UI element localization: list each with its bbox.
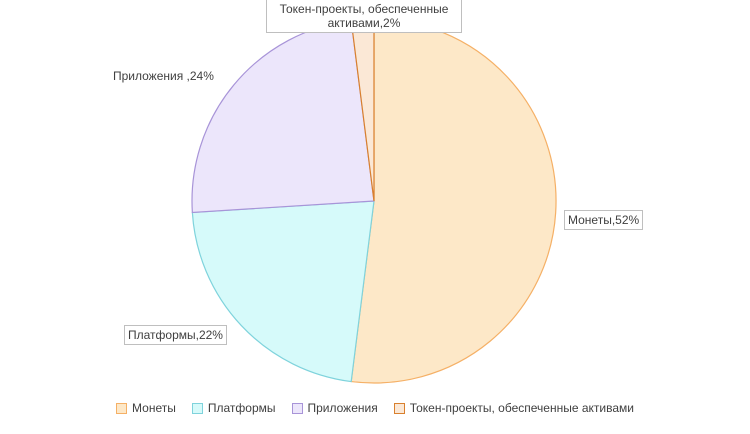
legend-label-coins: Монеты — [132, 401, 176, 415]
legend-item-platforms: Платформы — [191, 401, 276, 415]
legend-item-token-projects: Токен-проекты, обеспеченные активами — [393, 401, 634, 415]
pie-slice-platforms — [191, 200, 375, 383]
legend-label-applications: Приложения — [307, 401, 378, 415]
legend-item-applications: Приложения — [291, 401, 378, 415]
legend-label-token-projects: Токен-проекты, обеспеченные активами — [409, 401, 634, 415]
data-label-coins: Монеты,52% — [564, 210, 644, 230]
data-label-platforms: Платформы,22% — [124, 325, 227, 345]
legend-swatch-applications — [291, 402, 303, 414]
pie-slice-coins — [350, 18, 557, 384]
legend-swatch-coins — [116, 402, 128, 414]
legend: Монеты Платформы Приложения Токен-проект… — [0, 401, 750, 415]
legend-item-coins: Монеты — [116, 401, 176, 415]
legend-label-platforms: Платформы — [207, 401, 276, 415]
legend-swatch-platforms — [191, 402, 203, 414]
data-label-applications: Приложения ,24% — [113, 69, 214, 83]
pie-slice-applications — [191, 19, 375, 214]
legend-swatch-token-projects — [393, 402, 405, 414]
data-label-token-projects: Токен-проекты, обеспеченные активами,2% — [266, 0, 462, 33]
